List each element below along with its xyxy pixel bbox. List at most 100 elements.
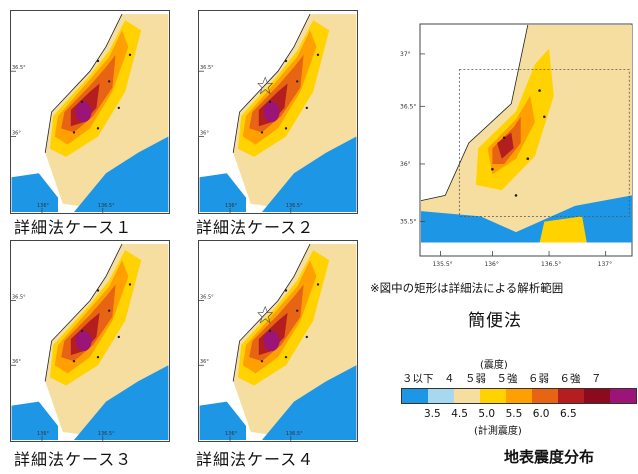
intensity-peak bbox=[75, 101, 92, 123]
intensity-peak bbox=[263, 330, 280, 352]
city-marker bbox=[128, 53, 132, 57]
map-panel-case2: 36.5° 36° 136° 136.5° bbox=[198, 10, 358, 214]
map-panel-simple: 37° 36.5° 36° 35.5° 135.5° 136° 136.5° 137° bbox=[398, 12, 634, 274]
city-marker bbox=[296, 309, 299, 312]
caption-case1: 詳細法ケース１ bbox=[14, 218, 133, 237]
lat-tick-label: 36.5° bbox=[12, 295, 26, 301]
lon-tick-label: 135.5° bbox=[432, 261, 452, 268]
lat-tick-label: 36.5° bbox=[200, 295, 214, 301]
lon-tick-label: 136.5° bbox=[541, 261, 561, 268]
city-marker bbox=[128, 283, 132, 286]
city-marker bbox=[96, 355, 100, 359]
sea-area bbox=[199, 242, 310, 382]
legend-swatch bbox=[480, 389, 506, 403]
lat-tick-label: 36° bbox=[200, 130, 209, 136]
lat-tick-label: 36° bbox=[12, 359, 21, 365]
city-marker bbox=[268, 329, 272, 333]
lon-tick-label: 136° bbox=[225, 203, 238, 209]
lat-tick-label: 36.5° bbox=[200, 65, 214, 71]
legend-intensity-labels: ３以下 ４ ５弱 ５強 ６弱 ６強 ７ bbox=[402, 373, 602, 385]
caption-case4: 詳細法ケース４ bbox=[196, 450, 315, 469]
legend-color-bar bbox=[401, 388, 637, 404]
city-marker bbox=[284, 289, 288, 292]
lon-tick-label: 136° bbox=[37, 431, 50, 437]
intensity-peak bbox=[75, 330, 92, 352]
city-marker bbox=[80, 329, 84, 333]
lat-tick-label: 35.5° bbox=[400, 219, 416, 226]
intensity-map-simple: 37° 36.5° 36° 35.5° 135.5° 136° 136.5° 137° bbox=[400, 23, 633, 268]
city-marker bbox=[108, 309, 111, 312]
city-marker bbox=[72, 131, 76, 134]
intensity-peak bbox=[263, 101, 280, 123]
city-marker bbox=[305, 106, 308, 110]
low-intensity-area bbox=[11, 401, 59, 440]
lat-tick-label: 36.5° bbox=[12, 65, 26, 71]
legend-swatch bbox=[454, 389, 480, 403]
caption-simple: 簡便法 bbox=[468, 311, 522, 331]
coastline bbox=[232, 13, 311, 153]
intensity-map-case4: 36.5° 36° 136° 136.5° bbox=[198, 240, 358, 442]
analysis-range-note: ※図中の矩形は詳細法による解析範囲 bbox=[370, 281, 564, 295]
lon-tick-label: 137° bbox=[598, 261, 612, 268]
lat-tick-label: 36° bbox=[200, 359, 209, 365]
lat-tick-label: 36° bbox=[400, 161, 411, 168]
coastline bbox=[420, 24, 529, 202]
coastline bbox=[232, 243, 311, 382]
low-intensity-area bbox=[74, 365, 169, 440]
caption-case3: 詳細法ケース３ bbox=[14, 450, 133, 469]
map-panel-case4: 36.5° 36° 136° 136.5° bbox=[198, 240, 358, 442]
sea-area bbox=[421, 25, 528, 201]
low-intensity-area bbox=[199, 173, 246, 212]
lon-tick-label: 136° bbox=[37, 203, 50, 209]
intensity-map-case3: 36.5° 36° 136° 136.5° bbox=[10, 240, 170, 442]
legend-swatch bbox=[506, 389, 532, 403]
lon-tick-label: 136.5° bbox=[98, 431, 115, 437]
map-panel-case1: 36.5° 36° 136° 136.5° bbox=[10, 10, 170, 214]
city-marker bbox=[284, 355, 288, 359]
intensity-band bbox=[539, 216, 587, 243]
city-marker bbox=[117, 106, 121, 110]
low-intensity-area bbox=[262, 136, 357, 212]
lat-tick-label: 36° bbox=[12, 130, 21, 136]
city-marker bbox=[305, 335, 308, 339]
legend-subtitle: (計測震度) bbox=[474, 426, 522, 437]
city-marker bbox=[514, 194, 518, 197]
intensity-map-case2: 36.5° 36° 136° 136.5° bbox=[198, 10, 358, 214]
low-intensity-area bbox=[11, 173, 59, 212]
low-intensity-area bbox=[262, 365, 357, 440]
city-marker bbox=[538, 89, 541, 92]
city-marker bbox=[268, 100, 272, 104]
epicenter-star-icon bbox=[257, 76, 274, 95]
legend-title: (震度) bbox=[480, 360, 508, 371]
lon-tick-label: 136° bbox=[225, 431, 238, 437]
legend-swatch bbox=[558, 389, 584, 403]
city-marker bbox=[96, 127, 100, 130]
city-marker bbox=[502, 136, 506, 140]
coastline bbox=[44, 243, 123, 382]
caption-case2: 詳細法ケース２ bbox=[196, 218, 315, 237]
lat-tick-label: 36.5° bbox=[400, 103, 416, 110]
legend-swatch bbox=[402, 389, 428, 403]
lon-tick-label: 136.5° bbox=[98, 203, 115, 209]
city-marker bbox=[284, 59, 288, 63]
intensity-band bbox=[497, 132, 514, 159]
city-marker bbox=[543, 115, 546, 119]
sea-area bbox=[11, 12, 123, 153]
low-intensity-area bbox=[199, 401, 246, 440]
lon-tick-label: 136° bbox=[484, 261, 498, 268]
legend-swatch bbox=[428, 389, 454, 403]
lon-tick-label: 136.5° bbox=[286, 431, 303, 437]
city-marker bbox=[316, 283, 320, 286]
map-panel-case3: 36.5° 36° 136° 136.5° bbox=[10, 240, 170, 442]
city-marker bbox=[284, 127, 288, 130]
lat-tick-label: 37° bbox=[400, 51, 411, 58]
figure-title: 地表震度分布 bbox=[504, 448, 595, 466]
sea-area bbox=[11, 242, 123, 382]
city-marker bbox=[117, 335, 121, 339]
legend-swatch bbox=[584, 389, 610, 403]
city-marker bbox=[72, 360, 76, 363]
city-marker bbox=[96, 289, 100, 292]
city-marker bbox=[526, 157, 530, 161]
legend-measured-labels: 3.5 4.5 5.0 5.5 6.0 6.5 bbox=[424, 408, 577, 420]
lon-tick-label: 136.5° bbox=[286, 203, 303, 209]
